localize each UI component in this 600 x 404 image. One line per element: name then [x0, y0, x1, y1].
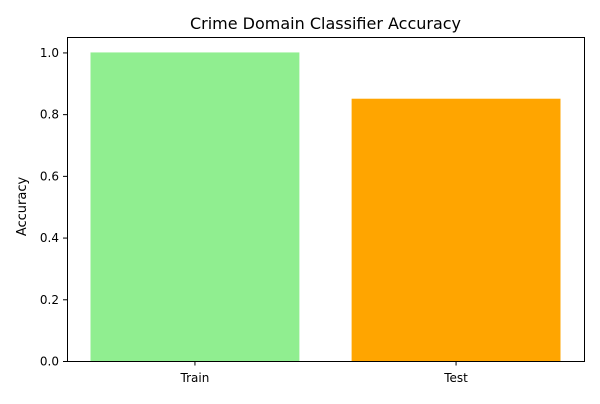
y-axis-label: Accuracy	[15, 177, 30, 237]
y-tick-label: 0.6	[40, 169, 59, 183]
y-tick-label: 0.2	[40, 293, 59, 307]
x-axis-ticks: Train Test	[180, 361, 468, 385]
plot-area-frame	[67, 37, 585, 362]
y-tick-label: 1.0	[40, 46, 59, 60]
y-tick-label: 0.0	[40, 355, 59, 369]
bars-group	[90, 52, 561, 362]
y-tick-label: 0.8	[40, 108, 59, 122]
y-tick-label: 0.4	[40, 231, 59, 245]
bar-train	[90, 52, 300, 362]
chart-title: Crime Domain Classifier Accuracy	[190, 14, 461, 33]
bar-test	[351, 98, 561, 361]
x-tick-label: Test	[443, 371, 468, 385]
x-tick-label: Train	[180, 371, 210, 385]
y-axis-ticks: 0.0 0.2 0.4 0.6 0.8 1.0	[40, 46, 67, 369]
